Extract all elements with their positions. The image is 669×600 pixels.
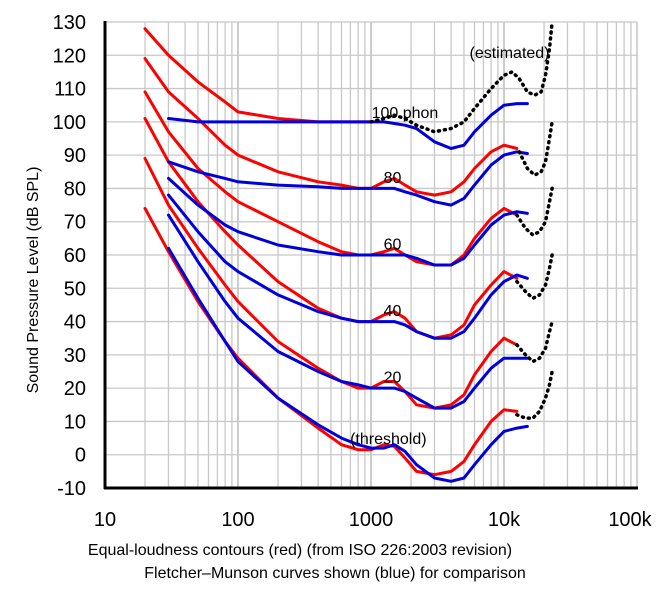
estimated-curve-14 xyxy=(515,186,554,237)
caption-line-1: Equal-loudness contours (red) (from ISO … xyxy=(88,542,512,559)
iso-curve-1 xyxy=(143,157,519,410)
fletcher-curve-11 xyxy=(167,102,529,150)
estimated-curve-12 xyxy=(369,20,554,134)
y-tick-label: 20 xyxy=(64,378,86,400)
estimated-curve-13 xyxy=(517,120,554,177)
x-tick-label: 10k xyxy=(488,509,521,531)
estimated-curve-15 xyxy=(515,253,554,301)
curve-annotation: 100 phon xyxy=(372,105,439,122)
fletcher-curve-7 xyxy=(167,213,529,410)
y-tick-label: 110 xyxy=(54,79,86,101)
fletcher-curve-6 xyxy=(167,246,529,483)
curve-annotation: 80 xyxy=(384,170,402,187)
y-tick-label: 50 xyxy=(64,278,86,300)
tick-labels: -10 0 10 20 30 40 50 60 70 80 90 100 110 120 130 10 100 1… xyxy=(53,12,653,531)
y-tick-label: 10 xyxy=(64,411,86,433)
y-tick-label: 100 xyxy=(53,112,86,134)
estimated-curve-16 xyxy=(515,319,554,364)
curve-annotation: 20 xyxy=(384,369,402,386)
y-tick-label: 120 xyxy=(53,45,86,67)
y-tick-label: -10 xyxy=(57,478,86,500)
iso-curve-4 xyxy=(143,57,519,197)
x-tick-label: 100 xyxy=(221,509,254,531)
curve-annotation: 40 xyxy=(384,303,402,320)
y-tick-label: 70 xyxy=(64,212,86,234)
iso-curve-5 xyxy=(143,27,373,124)
y-tick-label: 90 xyxy=(64,145,86,167)
curve-annotation: 60 xyxy=(384,236,402,253)
x-tick-label: 1000 xyxy=(349,509,394,531)
curve-annotation: (estimated) xyxy=(469,45,549,62)
iso-curve-2 xyxy=(143,117,519,340)
annotations: (estimated) 100 phon 80 60 40 20 (threshold) xyxy=(350,45,549,448)
fletcher-curve-8 xyxy=(167,193,529,340)
estimated-curve-17 xyxy=(515,369,554,420)
y-axis-label: Sound Pressure Level (dB SPL) xyxy=(25,167,42,394)
fletcher-curve-10 xyxy=(167,150,529,207)
fletcher-curve-9 xyxy=(167,176,529,267)
y-tick-label: 30 xyxy=(64,345,86,367)
y-tick-label: 130 xyxy=(53,12,86,34)
series-layer xyxy=(143,20,554,483)
curve-annotation: (threshold) xyxy=(350,431,426,448)
x-tick-label: 10 xyxy=(94,509,116,531)
x-tick-label: 100k xyxy=(608,509,652,531)
iso-curve-3 xyxy=(143,90,519,267)
axes xyxy=(103,21,638,490)
y-tick-label: 0 xyxy=(75,445,86,467)
caption-line-2: Fletcher–Munson curves shown (blue) for … xyxy=(144,565,526,582)
y-tick-label: 80 xyxy=(64,178,86,200)
y-tick-label: 40 xyxy=(64,312,86,334)
y-tick-label: 60 xyxy=(64,245,86,267)
